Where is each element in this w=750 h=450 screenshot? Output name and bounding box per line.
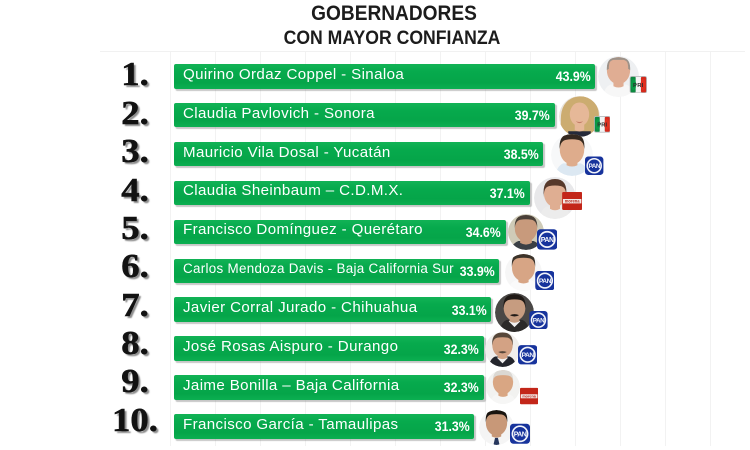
- svg-text:PAN: PAN: [533, 317, 545, 324]
- svg-text:PAN: PAN: [514, 432, 527, 439]
- svg-text:PAN: PAN: [589, 163, 601, 170]
- svg-text:PAN: PAN: [521, 352, 534, 359]
- svg-text:PAN: PAN: [541, 237, 554, 244]
- svg-text:morena: morena: [565, 198, 581, 203]
- svg-text:morena: morena: [522, 394, 536, 398]
- svg-text:PAN: PAN: [538, 278, 551, 285]
- svg-text:PRI: PRI: [597, 123, 607, 129]
- svg-text:PRI: PRI: [633, 83, 644, 89]
